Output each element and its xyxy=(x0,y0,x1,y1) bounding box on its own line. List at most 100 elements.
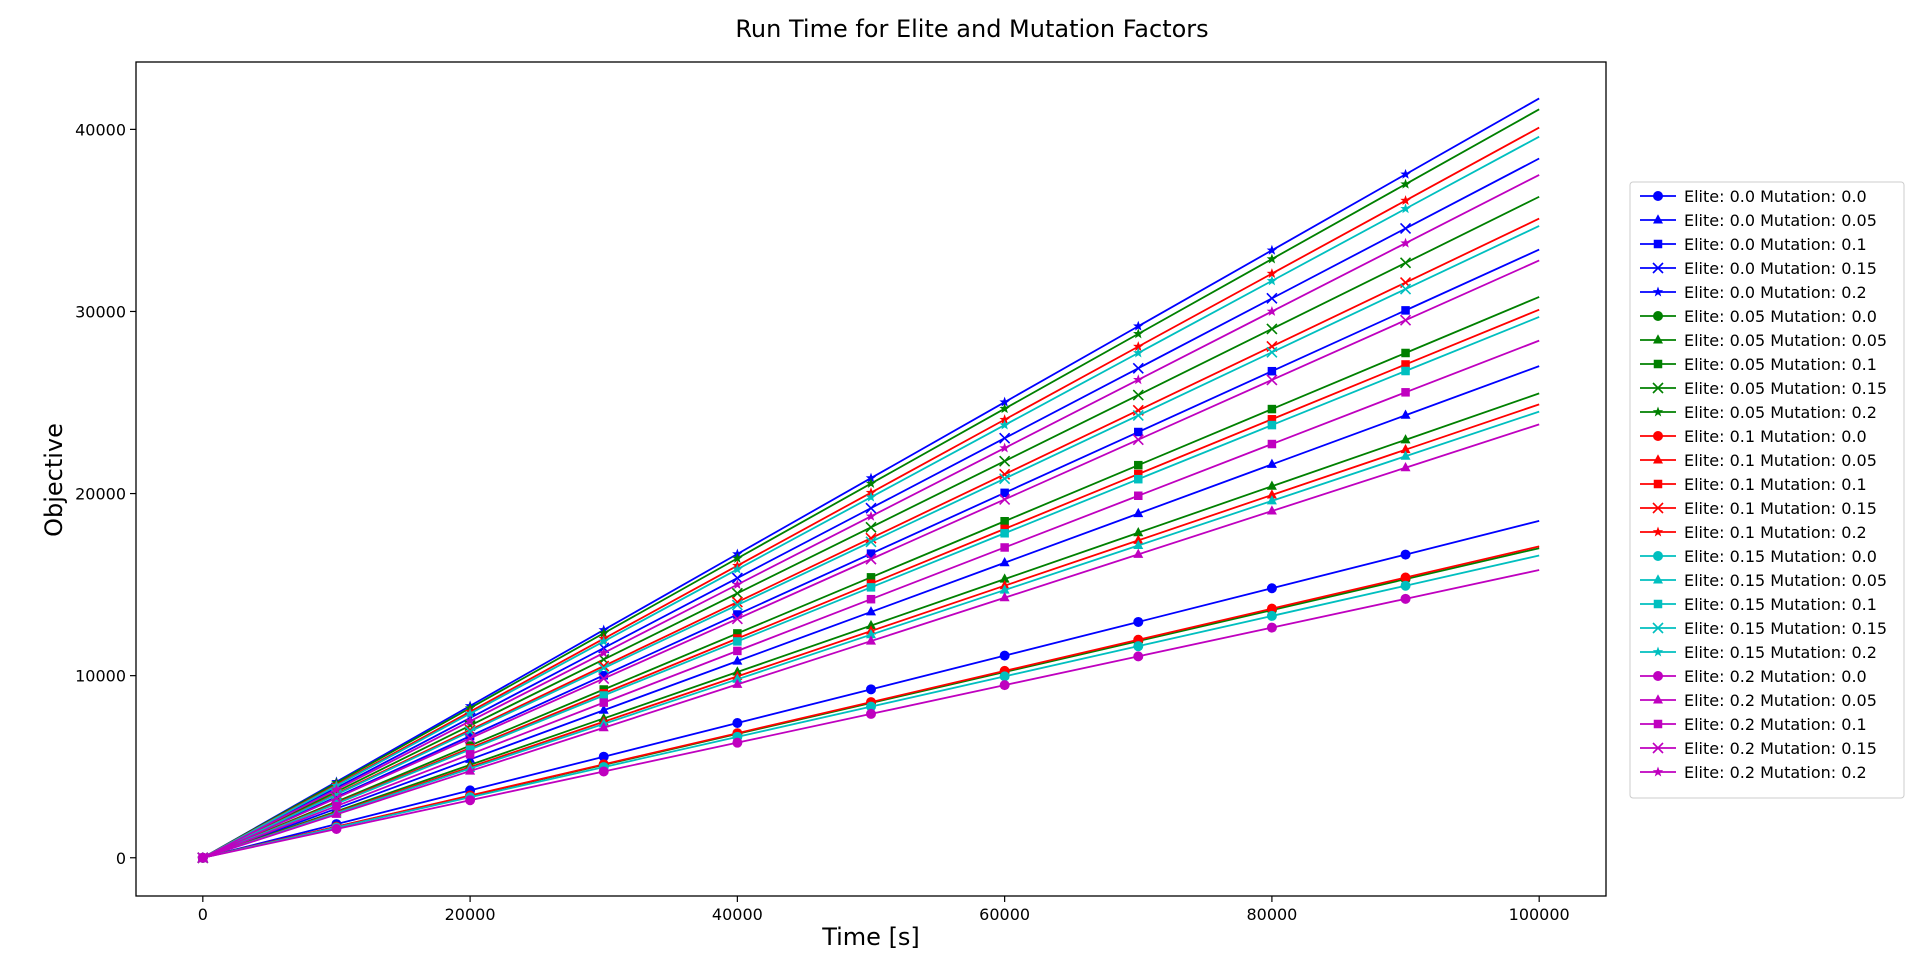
data-point xyxy=(599,698,608,707)
data-point xyxy=(1133,651,1144,662)
data-point xyxy=(1399,222,1412,235)
data-point xyxy=(598,635,609,646)
data-point xyxy=(598,627,609,638)
data-point xyxy=(1401,306,1410,315)
legend-label: Elite: 0.05 Mutation: 0.0 xyxy=(1684,307,1877,326)
data-point xyxy=(1266,480,1277,490)
data-point xyxy=(1400,195,1411,206)
x-tick-label: 20000 xyxy=(445,905,496,924)
legend-item: Elite: 0.1 Mutation: 0.0 xyxy=(1640,427,1867,446)
y-axis: 0 10000 20000 30000 40000 xyxy=(75,120,136,868)
data-point xyxy=(1133,320,1144,331)
data-point xyxy=(1266,489,1277,499)
data-point xyxy=(1266,603,1277,614)
data-point xyxy=(1000,488,1009,498)
legend-marker xyxy=(1653,191,1663,201)
data-point xyxy=(866,635,876,645)
data-point xyxy=(1266,495,1277,505)
data-point xyxy=(1133,374,1144,385)
legend-label: Elite: 0.15 Mutation: 0.1 xyxy=(1684,595,1877,614)
legend-label: Elite: 0.2 Mutation: 0.2 xyxy=(1684,763,1867,782)
data-point xyxy=(999,493,1011,505)
data-point xyxy=(999,591,1010,602)
data-point xyxy=(1133,507,1144,518)
data-point xyxy=(1132,409,1144,422)
legend-label: Elite: 0.2 Mutation: 0.05 xyxy=(1684,691,1877,710)
data-point xyxy=(1400,203,1411,214)
data-point xyxy=(599,671,608,680)
legend-marker xyxy=(1652,382,1664,394)
data-point xyxy=(1266,275,1278,286)
legend-item: Elite: 0.1 Mutation: 0.05 xyxy=(1640,451,1877,470)
legend-marker xyxy=(1653,694,1663,704)
x-tick-label: 80000 xyxy=(1246,905,1297,924)
data-point xyxy=(865,491,877,502)
legend-item: Elite: 0.1 Mutation: 0.1 xyxy=(1640,475,1867,494)
data-point xyxy=(1266,268,1278,279)
data-point xyxy=(1400,572,1411,583)
data-point xyxy=(1132,389,1144,401)
data-point xyxy=(1000,524,1009,534)
data-point xyxy=(865,502,877,514)
data-point xyxy=(732,673,743,683)
legend-item: Elite: 0.2 Mutation: 0.2 xyxy=(1640,763,1867,782)
data-point xyxy=(332,801,341,811)
data-point xyxy=(1400,237,1411,248)
data-point xyxy=(865,510,877,521)
data-point xyxy=(1133,526,1144,537)
data-point xyxy=(1266,253,1278,264)
legend-label: Elite: 0.0 Mutation: 0.2 xyxy=(1684,283,1867,302)
y-axis-label: Objective xyxy=(40,423,68,537)
legend-label: Elite: 0.15 Mutation: 0.15 xyxy=(1684,619,1887,638)
legend-marker xyxy=(1652,502,1664,514)
data-point xyxy=(999,573,1010,583)
data-point xyxy=(731,613,743,625)
legend: Elite: 0.0 Mutation: 0.0 Elite: 0.0 Mutat… xyxy=(1629,181,1905,799)
legend-item: Elite: 0.2 Mutation: 0.15 xyxy=(1640,739,1877,758)
legend-marker xyxy=(1652,286,1664,297)
data-point xyxy=(598,673,610,685)
legend-marker xyxy=(1653,671,1663,681)
data-point xyxy=(1400,178,1411,189)
plot-frame xyxy=(135,61,1607,897)
legend-item: Elite: 0.2 Mutation: 0.1 xyxy=(1640,715,1867,734)
legend-marker xyxy=(1653,454,1663,464)
data-point xyxy=(1267,404,1277,414)
series-19 xyxy=(197,225,1540,864)
series-9 xyxy=(197,195,1540,864)
legend-marker xyxy=(1653,719,1663,729)
data-point xyxy=(465,731,475,741)
legend-label: Elite: 0.15 Mutation: 0.2 xyxy=(1684,643,1877,662)
data-point xyxy=(865,478,877,488)
legend-marker xyxy=(1652,406,1664,417)
data-point xyxy=(1133,616,1144,627)
data-point xyxy=(866,708,876,719)
plot-area xyxy=(197,97,1540,864)
data-point xyxy=(866,573,876,582)
data-point xyxy=(1132,434,1144,446)
data-point xyxy=(1134,474,1143,484)
data-point xyxy=(464,732,476,744)
data-point xyxy=(1134,427,1143,437)
data-point xyxy=(1400,443,1411,454)
data-point xyxy=(465,745,475,754)
x-tick-label: 100000 xyxy=(1509,905,1570,924)
data-point xyxy=(733,637,742,646)
data-point xyxy=(1266,323,1278,335)
data-point xyxy=(1132,362,1144,374)
legend-marker xyxy=(1652,526,1664,537)
data-point xyxy=(1266,610,1277,621)
legend-label: Elite: 0.1 Mutation: 0.0 xyxy=(1684,427,1867,446)
data-point xyxy=(1400,434,1411,444)
legend-marker xyxy=(1653,574,1663,584)
data-point xyxy=(1267,366,1277,376)
data-point xyxy=(1266,292,1278,304)
data-point xyxy=(732,552,743,563)
legend-item: Elite: 0.15 Mutation: 0.2 xyxy=(1640,643,1877,662)
data-point xyxy=(1000,529,1009,538)
data-point xyxy=(1401,348,1410,358)
legend-label: Elite: 0.0 Mutation: 0.05 xyxy=(1684,211,1877,230)
data-point xyxy=(1266,583,1277,594)
data-point xyxy=(331,823,342,834)
legend-label: Elite: 0.05 Mutation: 0.05 xyxy=(1684,331,1887,350)
